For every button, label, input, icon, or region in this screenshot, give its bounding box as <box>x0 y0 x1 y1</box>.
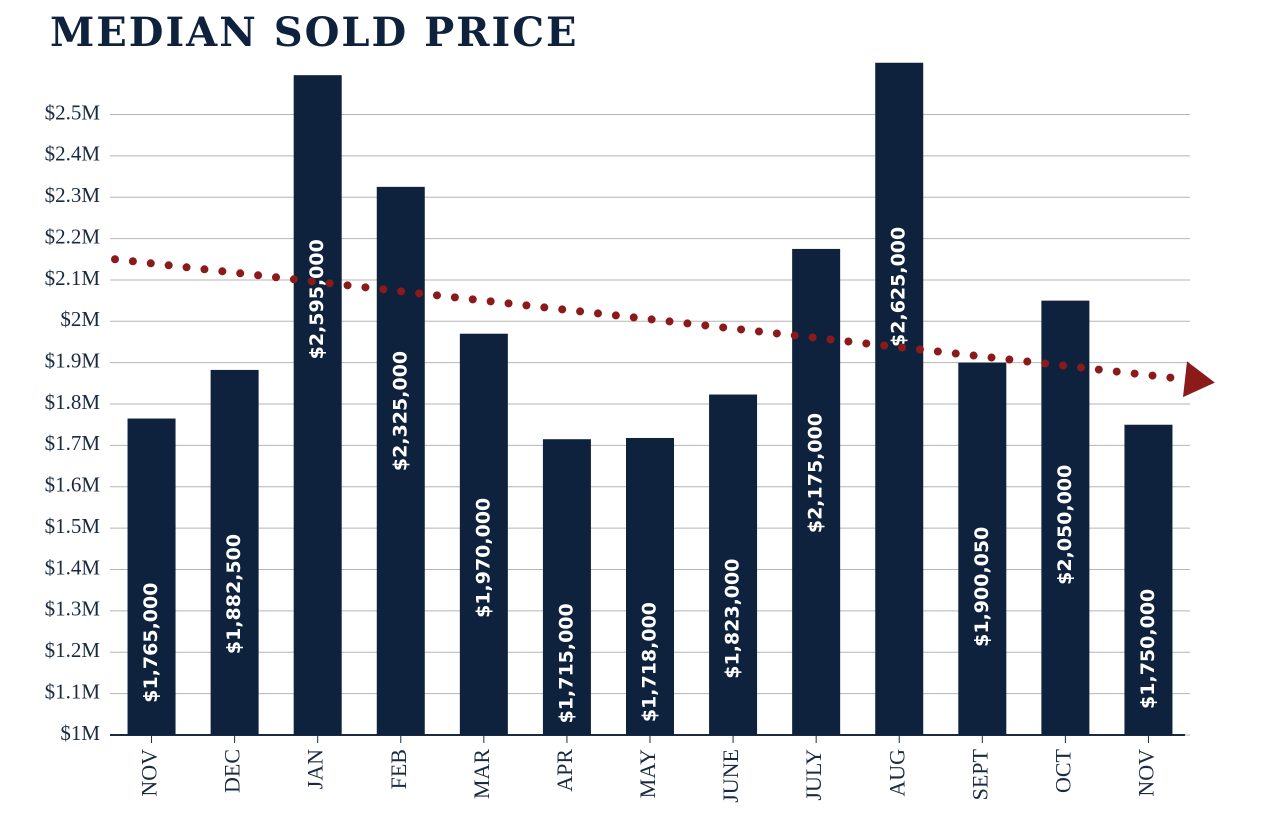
x-tick-label: JULY <box>801 749 826 801</box>
bar <box>1041 300 1090 735</box>
value-label: $1,882,500 <box>223 534 245 654</box>
x-tick-label: MAR <box>469 749 494 799</box>
bar <box>376 186 425 736</box>
bar <box>210 369 259 735</box>
value-label: $1,750,000 <box>1137 589 1159 709</box>
bar <box>626 437 674 735</box>
value-label: $1,715,000 <box>555 603 577 723</box>
value-label: $1,718,000 <box>639 602 661 722</box>
y-tick-label: $2.4M <box>45 142 101 166</box>
x-tick-label: OCT <box>1050 748 1075 793</box>
x-tick-label: DEC <box>220 749 245 793</box>
value-label: $1,970,000 <box>472 498 494 618</box>
x-tick-label: FEB <box>386 749 411 789</box>
trend-arrow <box>1182 361 1215 398</box>
bar <box>709 394 758 735</box>
x-tick-label: APR <box>552 749 577 792</box>
y-tick-label: $1.8M <box>45 390 101 414</box>
x-tick-label: AUG <box>884 749 909 797</box>
value-label: $2,625,000 <box>888 227 910 347</box>
y-tick-label: $1.6M <box>45 473 101 497</box>
value-label: $1,900,050 <box>971 527 993 647</box>
bar <box>875 62 924 735</box>
bar <box>958 362 1007 735</box>
bar <box>293 75 342 735</box>
y-tick-label: $1.7M <box>45 431 101 455</box>
value-label: $2,050,000 <box>1054 465 1076 585</box>
x-tick-label: SEPT <box>967 748 992 800</box>
bar <box>1124 424 1173 735</box>
x-tick-label: JAN <box>303 749 328 789</box>
y-tick-label: $2.1M <box>45 266 101 290</box>
bar <box>459 333 508 735</box>
x-tick-label: MAY <box>635 749 660 798</box>
x-tick-label: NOV <box>1134 749 1159 797</box>
y-tick-label: $1.9M <box>45 348 101 372</box>
value-label: $2,595,000 <box>306 239 328 359</box>
x-tick-label: JUNE <box>718 749 743 803</box>
bar <box>792 248 841 735</box>
y-tick-label: $2.3M <box>45 183 101 207</box>
value-label: $1,765,000 <box>140 583 162 703</box>
bar <box>542 439 591 735</box>
value-label: $1,823,000 <box>722 559 744 679</box>
y-tick-label: $2.2M <box>45 224 101 248</box>
value-label: $2,325,000 <box>389 351 411 471</box>
y-tick-label: $2M <box>60 307 100 331</box>
chart-title: MEDIAN SOLD PRICE <box>50 9 579 56</box>
y-tick-label: $1.5M <box>45 514 101 538</box>
y-tick-label: $1.2M <box>45 638 101 662</box>
value-label: $2,175,000 <box>805 413 827 533</box>
y-tick-label: $1.4M <box>45 555 101 579</box>
y-tick-label: $1M <box>60 721 100 745</box>
bar <box>127 418 176 735</box>
y-tick-label: $2.5M <box>45 100 101 124</box>
y-tick-label: $1.3M <box>45 597 101 621</box>
x-tick-label: NOV <box>137 749 162 797</box>
trend-line <box>111 255 1189 384</box>
y-tick-label: $1.1M <box>45 679 101 703</box>
